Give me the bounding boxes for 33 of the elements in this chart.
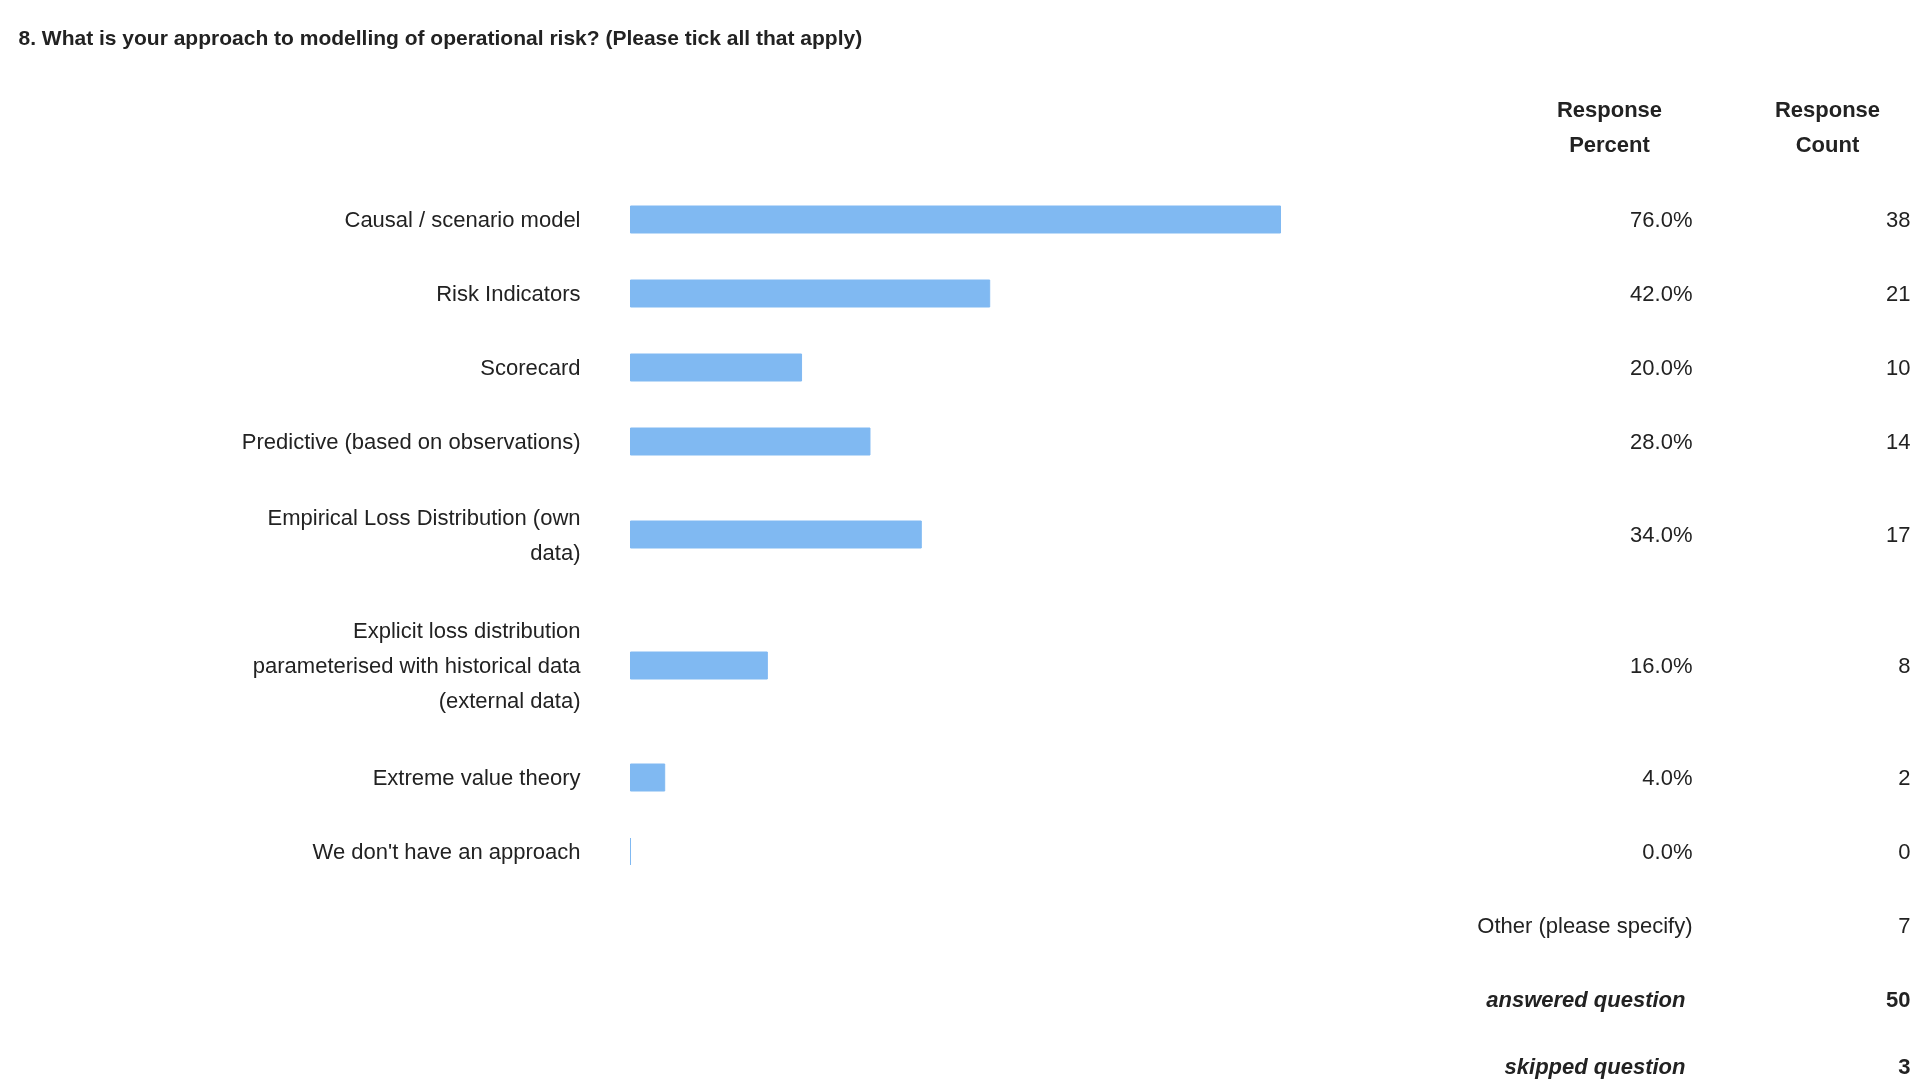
data-label: 76.0% — [1630, 207, 1693, 232]
text: 2 — [1898, 765, 1911, 790]
text: Response Percent — [1556, 96, 1663, 157]
y-tick-label: Predictive (based on observations) — [241, 429, 581, 454]
data-label: 42.0% — [1630, 281, 1693, 306]
data-label: 20.0% — [1630, 355, 1693, 380]
data-label: 4.0% — [1642, 765, 1693, 790]
text: 8. What is your approach to modelling of operational risk? (Please tick all that apply) — [18, 26, 863, 49]
text: 21 — [1886, 281, 1911, 306]
text: 38 — [1886, 207, 1911, 232]
text: 17 — [1886, 522, 1911, 547]
text: 8 — [1898, 653, 1911, 678]
y-tick-label: Causal / scenario model — [344, 207, 581, 232]
data-label: 34.0% — [1630, 522, 1693, 547]
y-tick-label: Extreme value theory — [372, 765, 581, 790]
data-label: 0.0% — [1642, 839, 1693, 864]
y-tick-label: Explicit loss distribution parameterised with historical data (external data) — [252, 618, 582, 713]
text: 3 — [1898, 1054, 1911, 1079]
text: 10 — [1886, 355, 1911, 380]
text: 0 — [1898, 839, 1911, 864]
text: Other (please specify) — [1477, 913, 1693, 938]
y-tick-label: Scorecard — [480, 355, 581, 380]
y-tick-label: We don't have an approach — [312, 839, 581, 864]
text: 14 — [1886, 429, 1911, 454]
data-label: 28.0% — [1630, 429, 1693, 454]
text: 7 — [1898, 913, 1911, 938]
y-tick-label: Risk Indicators — [436, 281, 581, 306]
text: Response Count — [1774, 96, 1881, 157]
text: 50 — [1886, 987, 1911, 1012]
text: answered question — [1486, 987, 1686, 1012]
text: skipped question — [1504, 1054, 1686, 1079]
y-tick-label: Empirical Loss Distribution (own data) — [267, 504, 581, 565]
data-label: 16.0% — [1630, 653, 1693, 678]
